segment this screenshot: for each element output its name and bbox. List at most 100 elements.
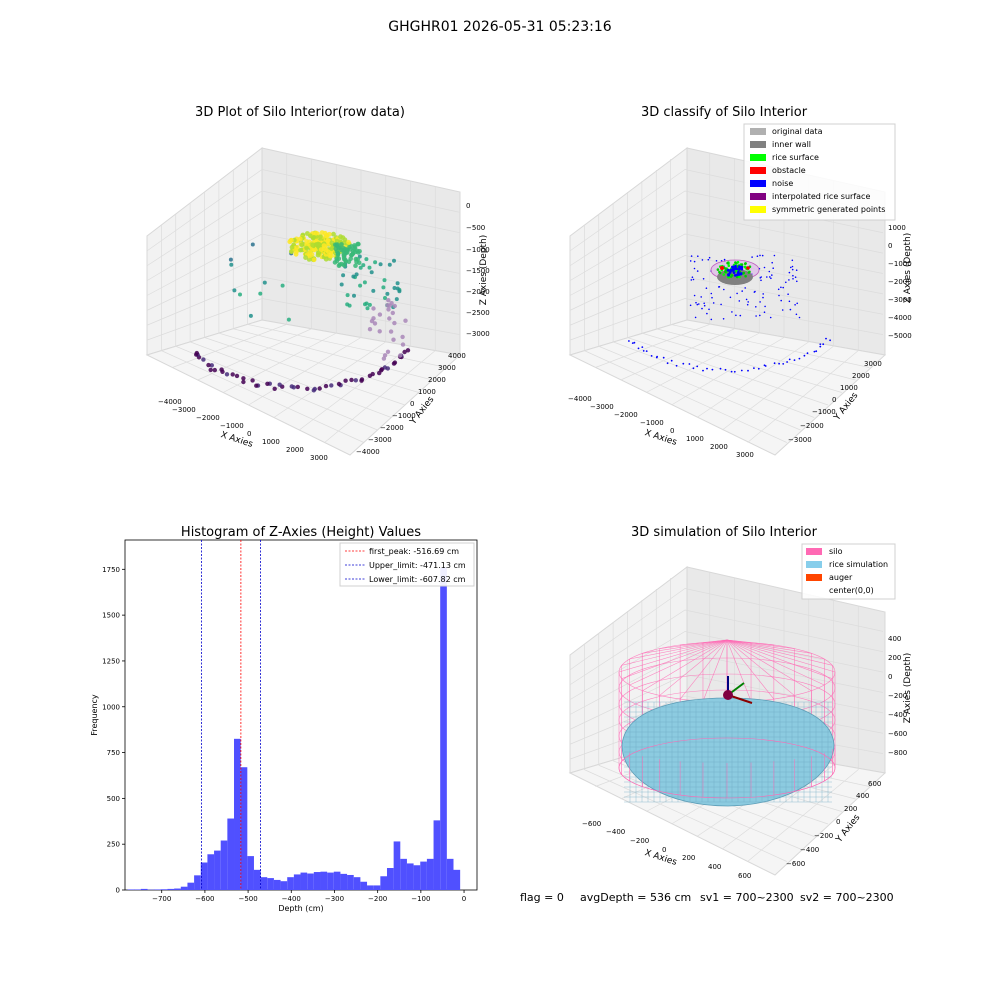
silo-roof-rib [659, 639, 728, 696]
histogram-x-tick-label: −300 [325, 895, 344, 903]
raw-point [387, 303, 392, 308]
histogram-bar [307, 873, 314, 890]
raw-point [386, 298, 391, 303]
raw-3d-panel: 3D Plot of Silo Interior(row data) −4000… [145, 105, 490, 462]
histogram-bar [234, 738, 241, 890]
raw-point [371, 288, 376, 293]
raw-panel-title: 3D Plot of Silo Interior(row data) [195, 105, 405, 120]
classify-pane-back-left [569, 146, 688, 356]
raw-point [347, 303, 352, 308]
silo-roof-rib [726, 639, 795, 696]
classify-point [782, 363, 785, 365]
sim-x-tick: 400 [708, 863, 721, 871]
raw-point [392, 286, 397, 290]
classify-point [711, 296, 713, 299]
raw-point [332, 260, 338, 265]
histogram-y-tick-label: 500 [107, 795, 120, 803]
histogram-bar [380, 876, 387, 890]
classify-point [755, 306, 757, 308]
histogram-bar [227, 818, 235, 890]
raw-point [388, 329, 394, 334]
raw-point [250, 378, 255, 383]
raw-point [311, 388, 316, 393]
classify-point [692, 278, 695, 281]
histogram-bar [320, 871, 328, 890]
raw-y-tick: −2000 [380, 424, 404, 432]
sim-y-tick: −200 [814, 832, 833, 840]
classify-z-ticks: 1000 0 −1000 −2000 −3000 −4000 −5000 [888, 224, 912, 340]
histogram-bar [386, 868, 394, 890]
classify-point [710, 292, 713, 295]
raw-y-tick: 2000 [428, 376, 446, 384]
classify-point [724, 269, 727, 272]
classify-point [703, 304, 706, 307]
histogram-x-axis-label: Depth (cm) [278, 904, 323, 913]
classify-point [726, 261, 729, 265]
status-sv2: sv2 = 700~2300 [800, 891, 894, 904]
histogram-plot-area [124, 539, 478, 891]
classify-point [763, 266, 766, 269]
raw-point [400, 334, 405, 340]
classify-x-tick: 3000 [736, 451, 754, 459]
classify-z-tick: −3000 [888, 296, 912, 304]
raw-point [353, 378, 358, 383]
silo-roof-rib [726, 639, 812, 654]
histogram-bar [340, 873, 348, 890]
classify-point [692, 367, 695, 370]
raw-point [383, 296, 387, 300]
classify-point [822, 343, 825, 346]
classify-point [751, 256, 753, 258]
histogram-legend: first_peak: -516.69 cm Upper_limit: -471… [339, 542, 475, 587]
histogram-bar [134, 889, 141, 890]
raw-point [398, 353, 403, 358]
raw-point [219, 367, 224, 372]
raw-point [341, 245, 346, 251]
raw-y-tick: −1000 [392, 412, 416, 420]
classify-z-tick: 0 [888, 242, 892, 250]
sim-x-tick: −400 [606, 828, 625, 836]
legend-label-original: original data [772, 127, 823, 136]
raw-z-tick: −3000 [466, 330, 490, 338]
histogram-bar [433, 820, 441, 890]
histogram-x-tick-label: −200 [368, 895, 387, 903]
classify-x-tick: 0 [670, 427, 674, 435]
classify-point [740, 265, 744, 269]
sim-z-tick: −600 [888, 730, 907, 738]
raw-point [336, 245, 341, 250]
classify-grid [569, 153, 884, 443]
simulation-panel-title: 3D simulation of Silo Interior [631, 525, 818, 540]
raw-point [342, 240, 348, 245]
classify-point [806, 352, 809, 355]
classify-point [723, 288, 725, 291]
classify-point [813, 350, 816, 353]
classify-x-tick: −4000 [568, 395, 592, 403]
rice-mesh [624, 701, 832, 803]
sim-x-tick: 200 [682, 854, 695, 862]
classify-y-tick: −2000 [800, 422, 824, 430]
legend-label-rice-surface: rice surface [772, 153, 819, 162]
legend-label-obstacle: obstacle [772, 166, 806, 175]
raw-point [351, 274, 356, 279]
histogram-x-tick-label: −400 [282, 895, 301, 903]
simulation-legend: silo rice simulation auger center(0,0) [801, 543, 896, 600]
raw-point [339, 242, 344, 247]
sim-x-tick: −200 [630, 837, 649, 845]
sim-z-tick: −400 [888, 711, 907, 719]
classify-point [777, 288, 780, 291]
raw-point [325, 249, 331, 255]
silo-bottom-ring [618, 737, 836, 799]
center-marker [723, 690, 733, 700]
classify-point [726, 268, 730, 272]
classify-point [757, 367, 760, 370]
classify-z-tick: −2000 [888, 278, 912, 286]
histogram-bar [393, 841, 401, 890]
raw-point [250, 242, 255, 247]
classify-point [780, 299, 782, 302]
classify-point [697, 255, 699, 257]
classify-point [738, 275, 741, 279]
histogram-bar [313, 872, 321, 890]
classify-point [772, 267, 774, 270]
raw-point [385, 291, 390, 296]
histogram-panel: Histogram of Z-Axies (Height) Values −70… [90, 525, 478, 913]
histogram-y-tick-label: 1750 [102, 566, 120, 574]
